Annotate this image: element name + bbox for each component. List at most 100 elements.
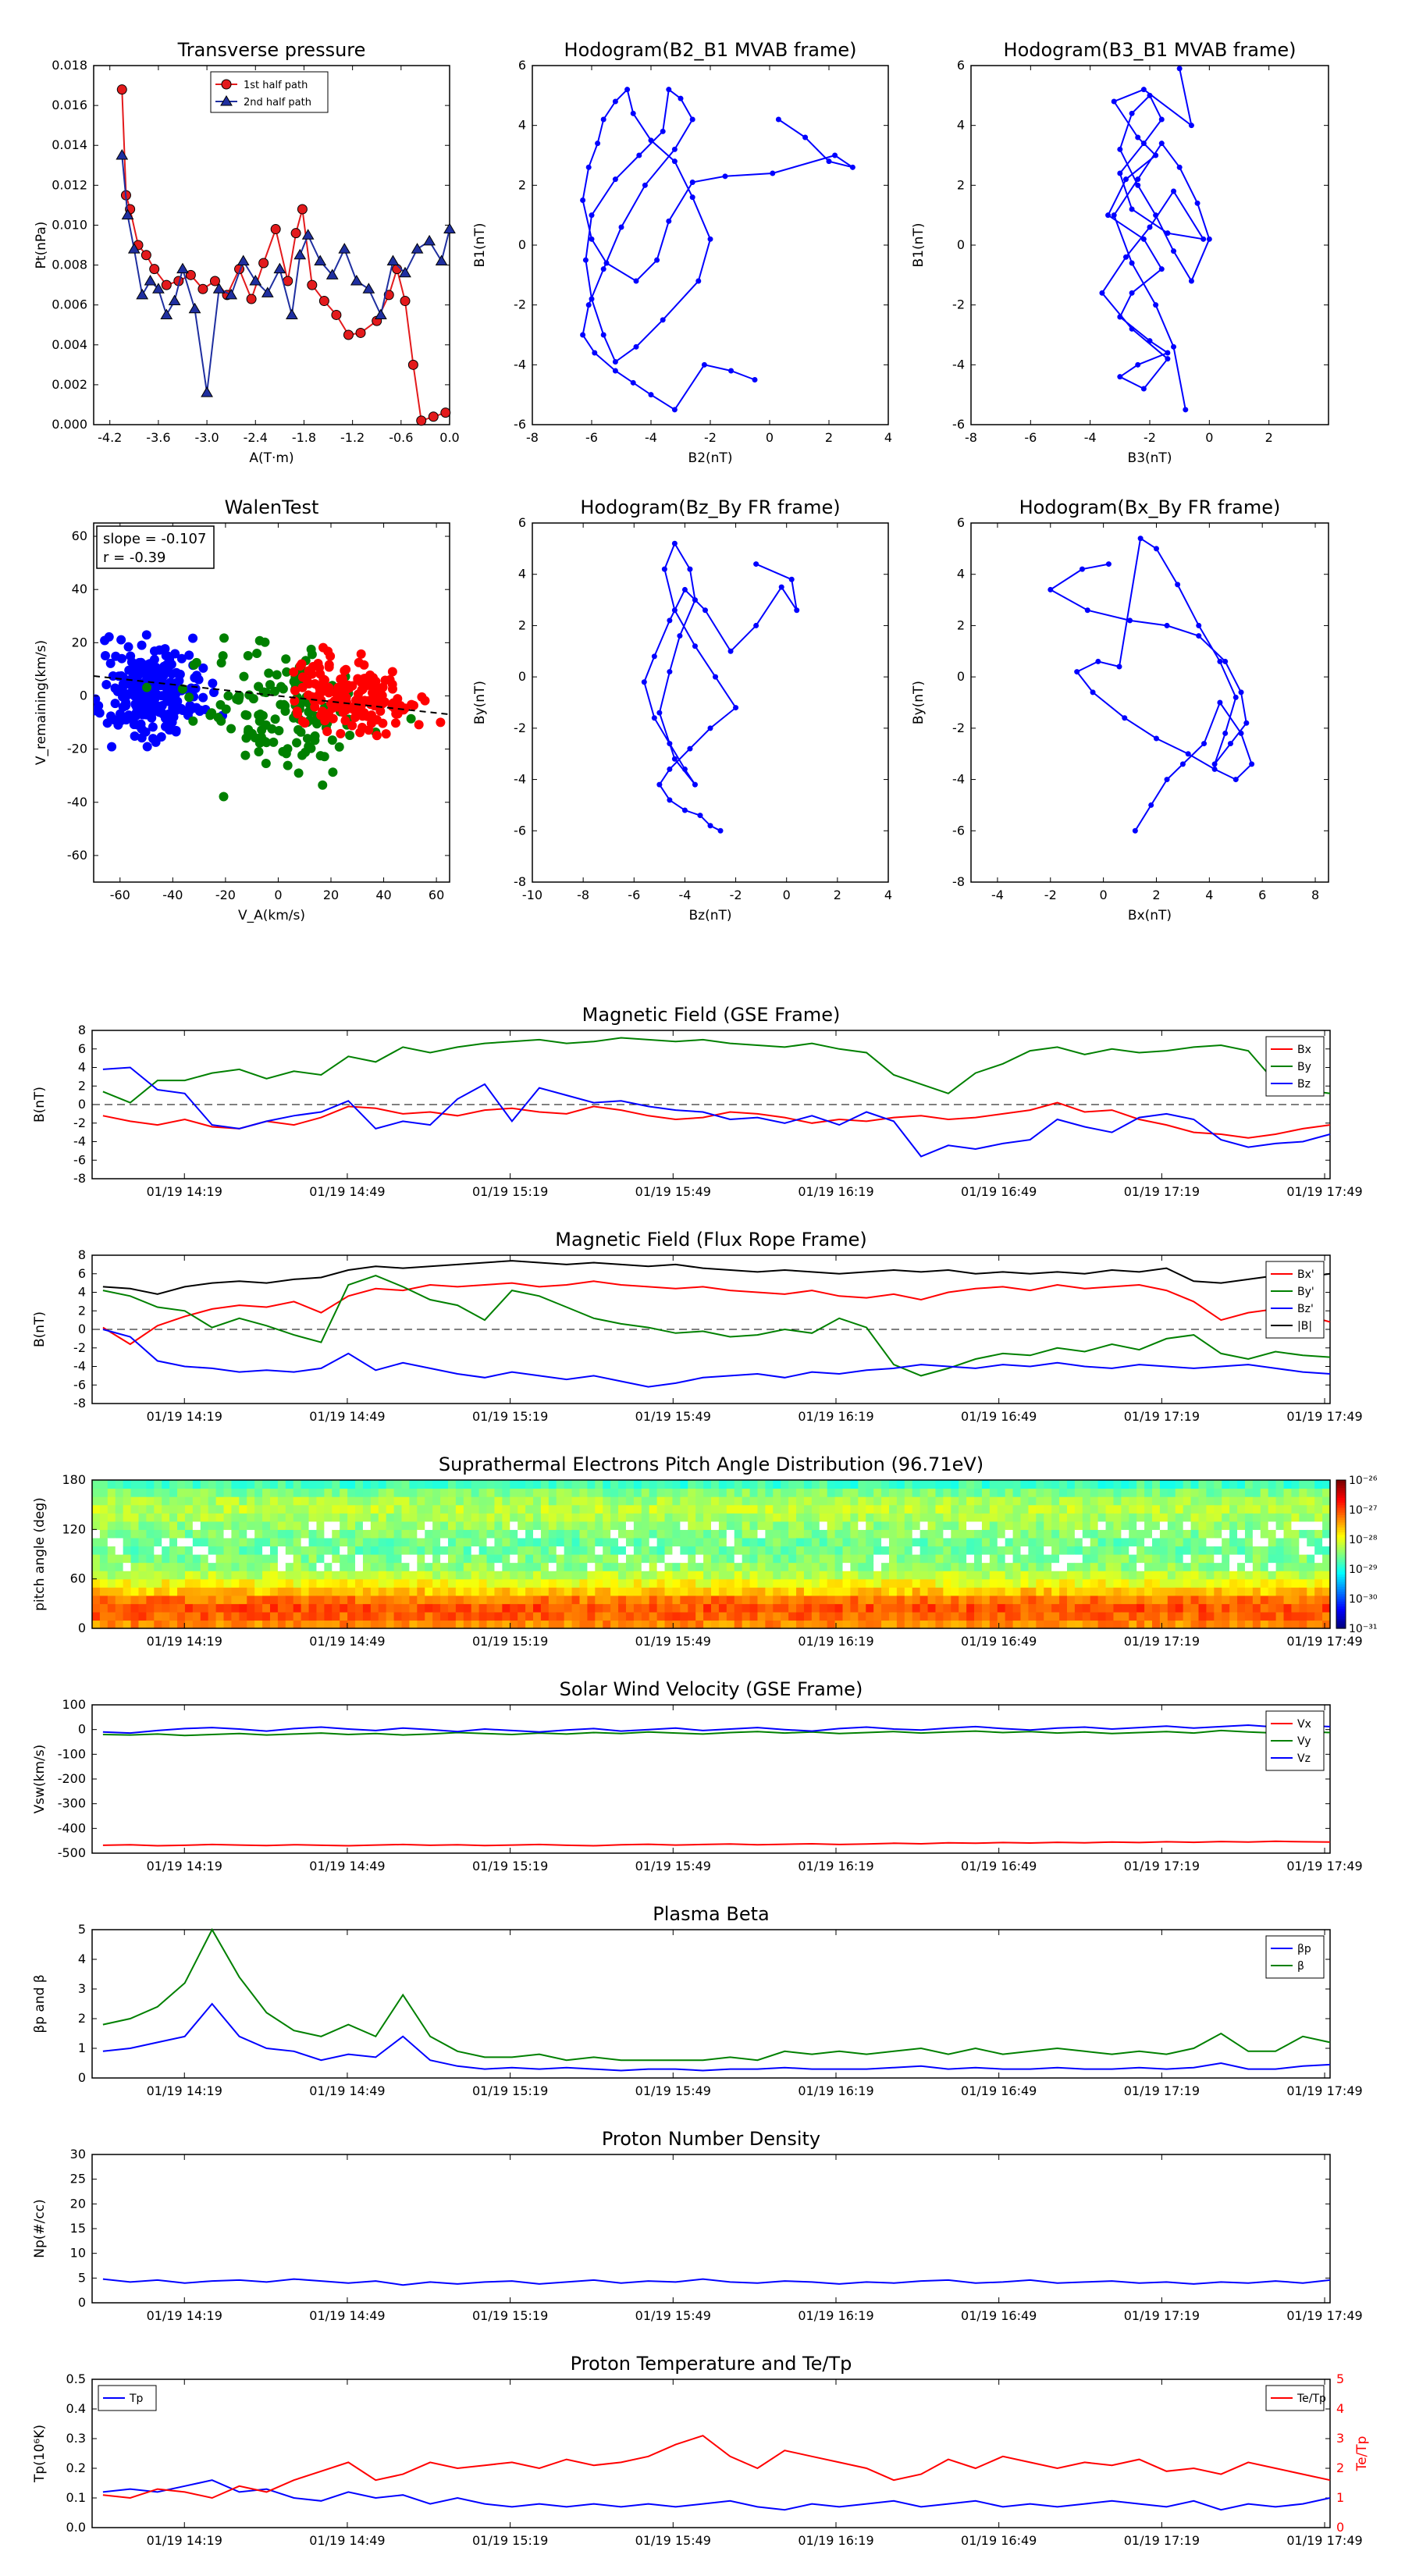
data-point (1122, 715, 1128, 721)
x-tick-label: 01/19 16:49 (961, 1859, 1037, 1873)
data-point (671, 146, 678, 152)
chart-12: Proton Temperature and Te/Tp 01/19 14:19 0… (32, 2353, 1370, 2548)
y-axis-label: pitch angle (deg) (32, 1497, 48, 1611)
y-tick-label: -500 (58, 1845, 86, 1860)
data-point (788, 576, 795, 582)
data-point (318, 296, 329, 307)
y-tick-label: 0 (518, 669, 526, 684)
data-point (272, 670, 282, 680)
data-point (585, 164, 592, 170)
data-point (399, 266, 411, 278)
data-point (260, 720, 270, 731)
data-point (1117, 146, 1123, 152)
x-tick-label: -40 (162, 888, 183, 902)
data-point (302, 734, 312, 744)
data-point (1158, 116, 1165, 123)
y-tick-label: 0.006 (52, 297, 87, 312)
data-point (273, 262, 286, 274)
x-tick-label: 01/19 14:49 (309, 1184, 385, 1199)
data-point (681, 766, 688, 772)
x-tick-label: -4 (645, 430, 657, 445)
x-tick-label: 01/19 16:49 (961, 2083, 1037, 2098)
annotation-text: slope = -0.107 (103, 531, 206, 547)
plot-frame (93, 65, 450, 425)
data-point (666, 87, 672, 93)
data-point (327, 735, 337, 745)
data-point (184, 650, 194, 660)
series-line-vx (102, 1840, 1331, 1847)
data-point (687, 566, 693, 572)
legend-label: By' (1297, 1286, 1314, 1298)
x-tick-label: -8 (526, 430, 539, 445)
data-point (144, 275, 157, 286)
data-point (141, 630, 151, 640)
y-tick-label: -100 (58, 1746, 86, 1761)
data-point (359, 660, 369, 670)
y-axis-label: By(nT) (911, 681, 927, 724)
data-point (1171, 343, 1177, 350)
data-point (1175, 582, 1181, 588)
data-point (324, 708, 334, 718)
data-point (343, 329, 354, 340)
y-tick-label: 20 (70, 2196, 86, 2211)
data-point (264, 668, 274, 678)
x-tick-label: 01/19 16:49 (961, 1634, 1037, 1649)
data-point (161, 651, 171, 661)
data-point (428, 411, 439, 422)
y-axis-label: Pt(nPa) (34, 222, 49, 269)
data-point (1227, 741, 1233, 747)
y-tick-label: 30 (70, 2147, 86, 2161)
y-tick-label: 2 (518, 177, 526, 192)
data-point (207, 708, 217, 718)
chart-0: Transverse pressure -4.2 -3.6 -3.0 -2.4 -1.8 -… (34, 39, 460, 466)
data-point (671, 158, 678, 165)
data-point (158, 671, 169, 681)
x-tick-label: 2 (1265, 430, 1273, 445)
data-point (1222, 658, 1229, 664)
data-point (1222, 730, 1229, 736)
x-tick-label: 01/19 14:19 (147, 1184, 222, 1199)
data-point (177, 684, 187, 694)
x-tick-label: 01/19 17:19 (1124, 1634, 1200, 1649)
x-tick-label: 01/19 16:19 (798, 2083, 873, 2098)
x-tick-label: 01/19 15:19 (472, 2083, 548, 2098)
y-tick-label: 0 (80, 688, 87, 703)
data-point (697, 813, 703, 819)
hodogram-path (1048, 537, 1253, 831)
legend-label: βp (1297, 1943, 1311, 1955)
data-point (692, 643, 698, 649)
data-point (1127, 617, 1133, 624)
legend-label: β (1297, 1960, 1304, 1973)
data-point (149, 264, 160, 275)
colorbar-tick-label: 10⁻²⁹ (1349, 1564, 1378, 1576)
data-point (141, 703, 151, 713)
data-point (347, 720, 357, 731)
data-point (589, 296, 595, 302)
data-point (310, 679, 320, 689)
y-tick-label: -8 (73, 1396, 86, 1411)
data-point (707, 725, 713, 731)
data-point (411, 243, 424, 254)
data-point (118, 672, 128, 682)
data-point (589, 212, 595, 219)
y-tick-label: 2 (518, 617, 526, 632)
x-tick-label: -6 (628, 888, 640, 902)
y-tick-label: 4 (957, 118, 965, 133)
x-tick-label: 01/19 16:19 (798, 1409, 873, 1424)
data-point (147, 671, 157, 681)
data-point (184, 706, 194, 716)
x-tick-label: 01/19 14:49 (309, 1409, 385, 1424)
x-tick-label: 01/19 14:49 (309, 2533, 385, 2548)
data-point (127, 243, 140, 254)
data-point (107, 742, 117, 752)
y-tick-label: 0.014 (52, 137, 87, 152)
y-tick-label: 10 (70, 2246, 86, 2261)
data-point (325, 687, 335, 697)
x-tick-label: -2.4 (244, 430, 268, 445)
data-point (600, 266, 606, 272)
data-point (1165, 356, 1171, 362)
data-point (722, 173, 728, 180)
y-tick-label: -2 (514, 297, 526, 312)
data-point (392, 703, 402, 713)
data-point (254, 738, 265, 748)
